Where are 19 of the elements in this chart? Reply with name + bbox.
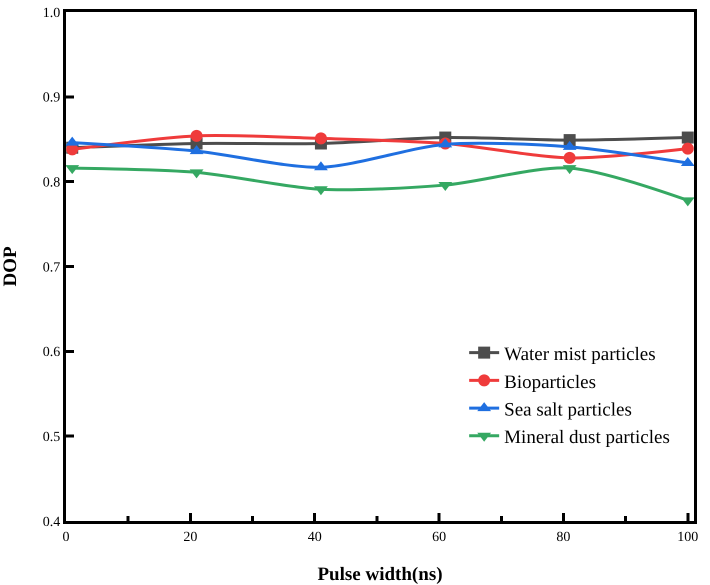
x-axis-title: Pulse width(ns) xyxy=(317,564,443,585)
legend-label: Sea salt particles xyxy=(504,399,632,420)
x-tick-label: 20 xyxy=(183,530,198,545)
y-axis-title: DOP xyxy=(0,246,21,287)
y-tick-label: 0.6 xyxy=(42,345,60,360)
y-tick-label: 0.7 xyxy=(42,260,60,276)
x-tick-label: 80 xyxy=(556,530,570,545)
y-tick-label: 0.4 xyxy=(42,514,60,530)
y-tick-label: 0.9 xyxy=(42,90,60,106)
legend-label: Water mist particles xyxy=(504,344,656,366)
y-tick-label: 1.0 xyxy=(42,6,60,21)
x-tick-label: 60 xyxy=(432,530,446,545)
y-tick-label: 0.8 xyxy=(42,176,60,191)
x-tick-label: 40 xyxy=(308,530,322,545)
y-tick-label: 0.5 xyxy=(42,430,60,446)
legend-label: Mineral dust particles xyxy=(504,427,670,448)
x-tick-label: 100 xyxy=(677,530,698,545)
legend-label: Bioparticles xyxy=(504,372,596,393)
x-tick-label: 0 xyxy=(62,530,70,545)
